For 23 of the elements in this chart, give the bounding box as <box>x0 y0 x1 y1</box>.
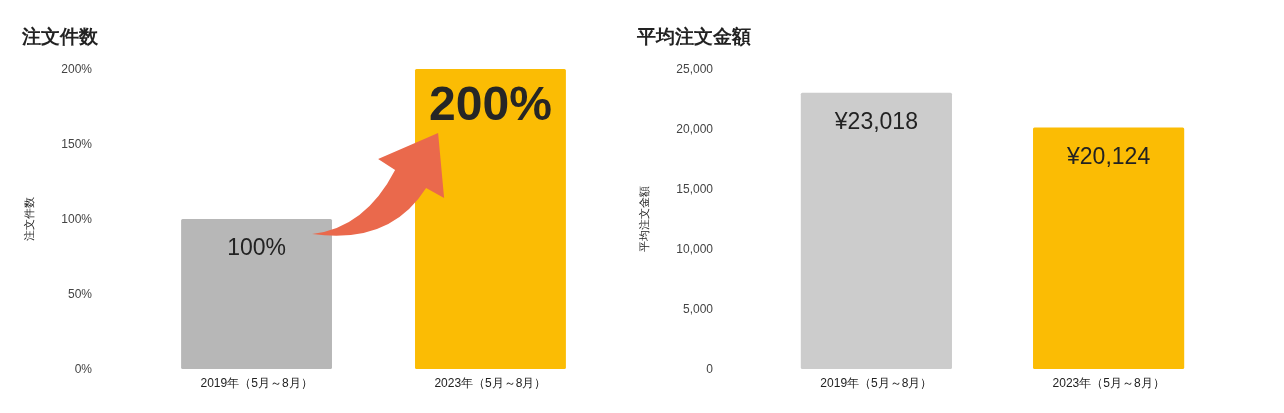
y-tick-label: 5,000 <box>682 302 714 317</box>
y-tick-label: 20,000 <box>676 122 714 137</box>
annotation: 200% <box>429 76 552 130</box>
chart-title: 平均注文金額 <box>636 26 751 47</box>
data-label: 100% <box>227 234 286 261</box>
x-tick-label: 2023年（5月～8月） <box>1052 376 1165 390</box>
y-tick-label: 25,000 <box>676 62 714 77</box>
x-tick-label: 2023年（5月～8月） <box>434 376 547 390</box>
y-axis-title: 平均注文金額 <box>638 186 650 252</box>
y-tick-label: 50% <box>67 287 93 302</box>
y-tick-label: 200% <box>61 62 93 77</box>
y-tick-label: 10,000 <box>676 242 714 257</box>
y-tick-label: 0% <box>74 362 93 377</box>
data-label: ¥23,018 <box>833 107 918 134</box>
data-label: ¥20,124 <box>1066 142 1151 169</box>
y-tick-label: 0 <box>706 362 714 377</box>
y-axis-title: 注文件数 <box>23 197 35 241</box>
x-tick-label: 2019年（5月～8月） <box>820 376 933 390</box>
y-tick-label: 150% <box>61 137 93 152</box>
y-tick-label: 15,000 <box>676 182 714 197</box>
chart-title: 注文件数 <box>21 26 99 47</box>
x-tick-label: 2019年（5月～8月） <box>200 376 313 390</box>
y-tick-label: 100% <box>61 212 93 227</box>
